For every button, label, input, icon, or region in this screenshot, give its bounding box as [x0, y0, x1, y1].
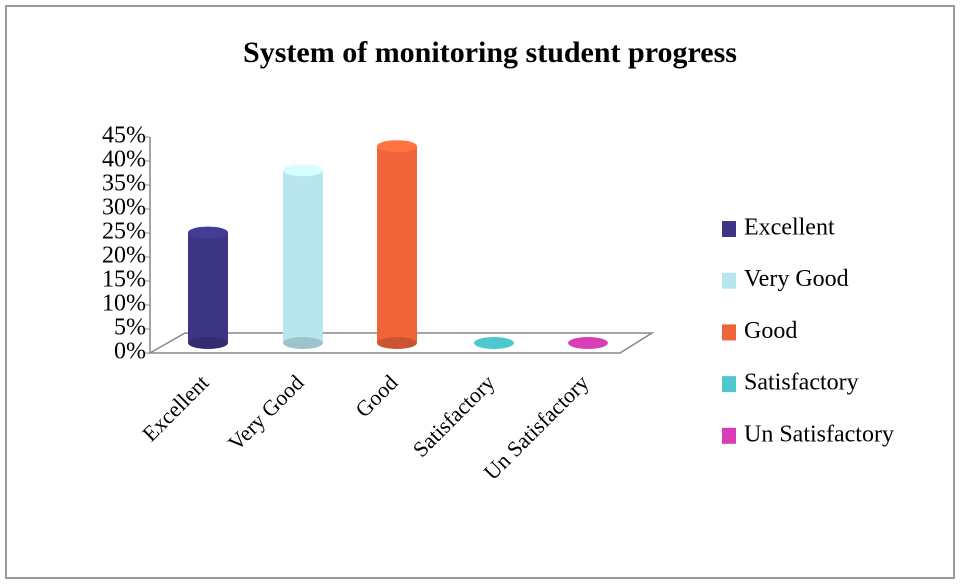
y-tick-label: 5%	[114, 315, 146, 341]
legend-label: Satisfactory	[744, 370, 859, 396]
bar-top	[188, 226, 228, 239]
y-tick-label: 40%	[102, 147, 146, 173]
bar-body	[188, 232, 228, 343]
bar-body	[283, 170, 323, 343]
y-tick-label: 20%	[102, 243, 146, 269]
bar	[283, 164, 323, 349]
legend-label: Un Satisfactory	[744, 421, 894, 447]
legend-label: Very Good	[744, 266, 849, 292]
y-tick-label: 35%	[102, 171, 146, 197]
bar-top	[474, 337, 514, 349]
y-tick-label: 0%	[114, 339, 146, 365]
y-tick-label: 30%	[102, 195, 146, 221]
bar	[474, 337, 514, 349]
legend-swatch	[722, 324, 736, 341]
chart-border	[5, 5, 955, 579]
bar-body	[377, 146, 417, 343]
bar-top	[568, 337, 608, 349]
bar-top	[283, 164, 323, 177]
legend-swatch	[722, 376, 736, 393]
y-tick-label: 45%	[102, 123, 146, 149]
bar	[377, 140, 417, 349]
y-tick-label: 25%	[102, 219, 146, 245]
legend-swatch	[722, 272, 736, 289]
bar-base	[377, 337, 417, 349]
bar-base	[283, 337, 323, 349]
legend-swatch	[722, 427, 736, 444]
bar-top	[377, 140, 417, 153]
bar	[188, 226, 228, 349]
bar-base	[188, 337, 228, 349]
y-tick-label: 10%	[102, 291, 146, 317]
legend-label: Good	[744, 318, 797, 344]
legend-label: Excellent	[744, 215, 835, 241]
chart-title: System of monitoring student progress	[243, 36, 737, 69]
legend-swatch	[722, 221, 736, 237]
y-tick-label: 15%	[102, 267, 146, 293]
bar	[568, 337, 608, 349]
